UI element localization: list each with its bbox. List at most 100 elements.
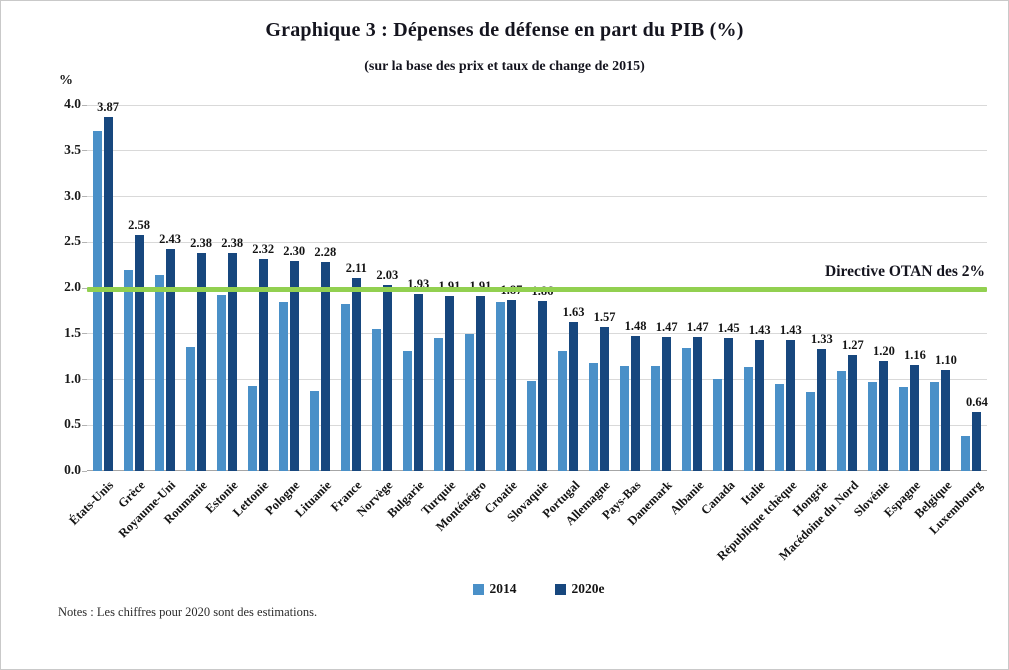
y-tick-label: 0.0 (64, 462, 81, 477)
bar-2020e: 1.47 (687, 320, 709, 471)
bar-2020e: 1.10 (935, 353, 957, 471)
gridline (87, 379, 987, 380)
gridline (87, 150, 987, 152)
bar-group: 1.10 (925, 105, 957, 471)
bar-2014 (961, 436, 971, 471)
bar-2020e: 2.38 (190, 236, 212, 471)
bar-2020e: 3.87 (97, 100, 119, 471)
bar-group: 1.48 (615, 105, 647, 471)
bar-group: 2.28 (304, 105, 337, 471)
bar-group: 1.57 (584, 105, 616, 471)
bar-2020e: 1.20 (873, 344, 895, 471)
bar-value-label: 0.64 (966, 395, 988, 410)
gridline (87, 333, 987, 335)
bar-2020e: 2.58 (128, 218, 150, 471)
y-axis-unit-label: % (59, 73, 73, 88)
bar-2014 (464, 333, 474, 471)
bar-value-label: 2.38 (221, 236, 244, 251)
bar-2020e: 1.91 (469, 279, 491, 471)
y-tick-label: 3.0 (64, 187, 81, 203)
x-axis-line (87, 470, 987, 471)
bar-2020e: 1.93 (407, 277, 429, 471)
bar-group: 2.32 (242, 105, 275, 471)
bar-group: 2.58 (118, 105, 150, 471)
bar-2014 (837, 371, 847, 471)
bar-value-label: 2.32 (252, 241, 275, 256)
y-tick-label: 0.5 (64, 416, 81, 432)
legend-item-2020e: 2020e (554, 581, 605, 597)
bar-value-label: 2.38 (190, 236, 213, 251)
x-tick-label: États-Unis (66, 478, 117, 528)
bar-group: 2.11 (335, 105, 367, 471)
x-tick-label: Albanie (666, 478, 707, 518)
bar-group: 0.64 (956, 105, 988, 471)
gridline (87, 241, 987, 243)
bar-group: 1.45 (708, 105, 740, 471)
bar-2014 (558, 351, 568, 471)
bar-2014 (930, 382, 940, 471)
y-tick-mark (82, 333, 87, 335)
bar-group: 3.87 (87, 100, 119, 471)
bar-group: 1.33 (801, 105, 833, 471)
bar-value-label: 1.57 (593, 310, 616, 325)
bar-2014 (123, 269, 133, 471)
legend-swatch-2020e (554, 583, 566, 595)
nato-target-line (87, 287, 987, 292)
bar-2020e: 1.48 (625, 319, 647, 471)
bar-2014 (278, 301, 288, 471)
bar-2014 (868, 382, 878, 471)
bar-2014 (185, 347, 195, 471)
y-tick-mark (82, 287, 87, 289)
bar-2020e: 2.03 (376, 268, 398, 471)
bar-value-label: 1.48 (624, 318, 647, 333)
bar-2014 (433, 338, 443, 471)
bar-group: 1.16 (894, 105, 926, 471)
bar-value-label: 1.16 (903, 347, 926, 362)
bar-value-label: 1.43 (779, 323, 802, 338)
bar-2014 (589, 363, 599, 471)
nato-target-label: Directive OTAN des 2% (825, 263, 985, 280)
bar-2020e: 1.57 (594, 310, 616, 471)
notes-text: Notes : Les chiffres pour 2020 sont des … (58, 605, 318, 619)
bar-2020e: 2.30 (283, 244, 305, 471)
bar-2014 (775, 384, 785, 471)
bar-group: 2.43 (149, 105, 181, 471)
y-tick-mark (82, 104, 87, 106)
bar-2020e: 1.45 (718, 321, 740, 471)
bar-value-label: 2.43 (159, 231, 182, 246)
y-tick-label: 3.5 (64, 141, 81, 157)
gridline (87, 196, 987, 197)
bar-value-label: 2.28 (314, 245, 337, 260)
y-tick-label: 2.0 (64, 279, 81, 294)
bar-value-label: 1.10 (935, 353, 957, 368)
bar-group: 1.63 (553, 105, 584, 471)
bar-2014 (371, 329, 381, 471)
bar-2020e: 0.64 (966, 395, 988, 471)
bar-group: 2.38 (180, 105, 212, 471)
legend: 2014 2020e (35, 581, 1008, 597)
y-tick-mark (82, 470, 87, 472)
bar-2014 (651, 365, 661, 471)
bar-value-label: 1.43 (748, 323, 771, 338)
bar-value-label: 2.03 (376, 268, 399, 283)
y-tick-label: 2.5 (64, 233, 81, 249)
chart-title: Graphique 3 : Dépenses de défense en par… (265, 19, 744, 41)
bar-2014 (713, 378, 723, 471)
bar-group: 2.38 (211, 105, 244, 471)
bar-value-label: 1.45 (717, 321, 740, 336)
y-tick-mark (82, 196, 87, 197)
bar-2014 (682, 348, 692, 471)
bar-2020e: 2.43 (159, 232, 181, 471)
bar-value-label: 1.47 (686, 319, 709, 334)
bar-2014 (309, 391, 319, 471)
bar-2020e: 1.16 (904, 348, 926, 471)
bar-group: 2.03 (366, 105, 398, 471)
bar-2014 (620, 365, 630, 471)
bar-2014 (92, 130, 102, 471)
bar-2020e: 1.86 (532, 284, 553, 471)
legend-label: 2014 (489, 581, 517, 596)
y-tick-mark (82, 379, 87, 380)
bar-group: 1.43 (770, 105, 802, 471)
plot-area: Directive OTAN des 2% 3.87 2.58 2.43 2.38 2.… (87, 100, 988, 471)
